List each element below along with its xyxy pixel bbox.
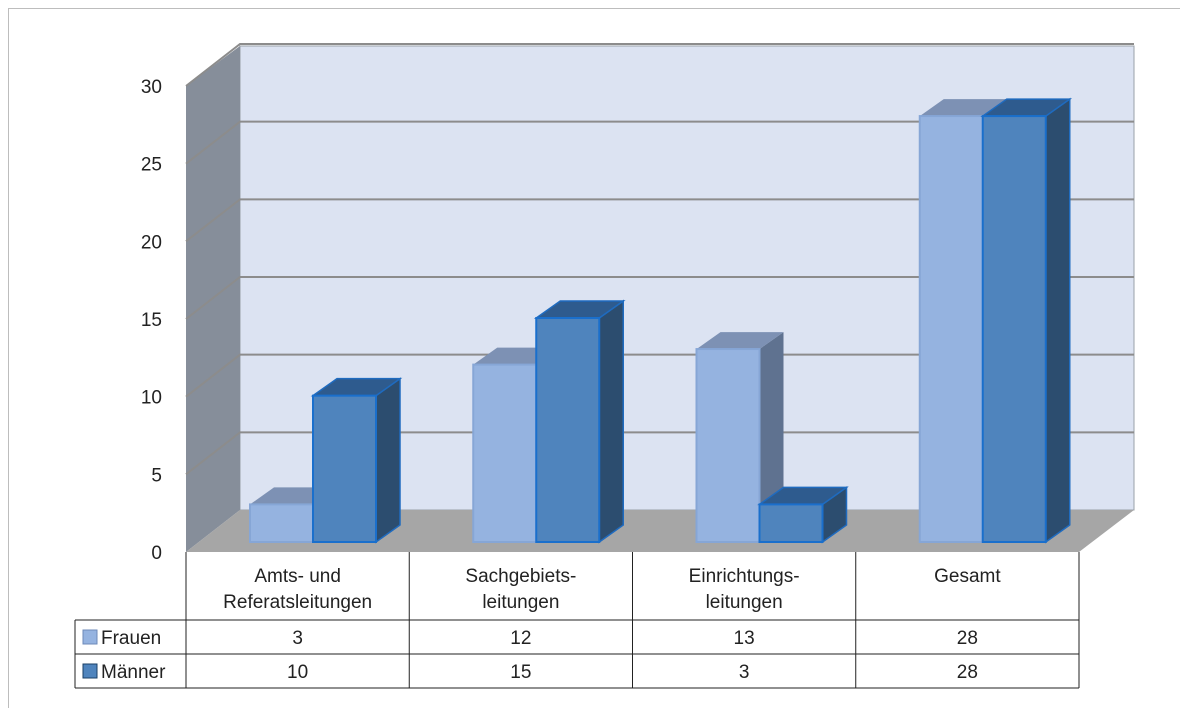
bar-side	[759, 332, 784, 542]
bar-front	[918, 115, 984, 543]
category-label: Einrichtungs-	[689, 566, 800, 587]
bar-top	[919, 99, 1007, 117]
bar-front	[695, 348, 761, 544]
data-label: 15	[510, 662, 531, 683]
y-axis-ticks: 0 5 10 15 20 25 30	[141, 77, 162, 564]
gridline	[185, 276, 1134, 320]
category-label: leitungen	[482, 592, 559, 613]
bar	[533, 299, 626, 544]
gridline	[185, 431, 1134, 476]
gridlines	[185, 43, 1134, 476]
data-label: 3	[292, 628, 303, 649]
legend-key	[82, 629, 98, 645]
category-label: Gesamt	[934, 566, 1001, 587]
y-tick-label: 30	[141, 77, 162, 98]
data-table: Amts- und Referatsleitungen Sachgebiets-le…	[74, 552, 1080, 689]
category-label: Amts- und	[254, 566, 341, 587]
series-name: Frauen	[101, 628, 161, 649]
bar-side	[598, 299, 624, 544]
category-label: Referatsleitungen	[223, 592, 372, 613]
bar-front	[472, 363, 538, 543]
bar-side	[375, 377, 401, 544]
bar-side	[1045, 97, 1071, 544]
y-tick-label: 25	[141, 155, 162, 176]
bar-front	[535, 317, 601, 543]
y-tick-label: 20	[141, 232, 162, 253]
gridline	[185, 353, 1134, 398]
category-label: leitungen	[706, 592, 783, 613]
bar-front	[981, 115, 1047, 543]
bars	[249, 97, 1073, 544]
data-label: 28	[957, 662, 978, 683]
bar-front	[249, 503, 314, 543]
bar	[695, 332, 784, 544]
data-label: 13	[734, 628, 755, 649]
category-label: Sachgebiets-	[465, 566, 576, 587]
bar	[980, 97, 1073, 544]
gridline	[185, 120, 1134, 165]
data-label: 10	[287, 662, 308, 683]
bar-front	[758, 503, 824, 543]
bar	[757, 485, 849, 544]
bar	[310, 377, 403, 544]
series-name: Männer	[101, 662, 166, 683]
gridline	[185, 198, 1134, 243]
gridline	[185, 43, 1134, 87]
bar-front	[312, 394, 377, 543]
bar-top	[696, 332, 784, 350]
floor	[186, 510, 1134, 552]
data-label: 12	[510, 628, 531, 649]
y-tick-label: 5	[151, 465, 162, 486]
legend-key	[82, 663, 98, 679]
y-tick-label: 10	[141, 388, 162, 409]
y-tick-label: 0	[151, 543, 162, 564]
y-tick-label: 15	[141, 310, 162, 331]
data-label: 28	[957, 628, 978, 649]
data-label: 3	[739, 662, 750, 683]
chart-frame	[8, 8, 1180, 708]
